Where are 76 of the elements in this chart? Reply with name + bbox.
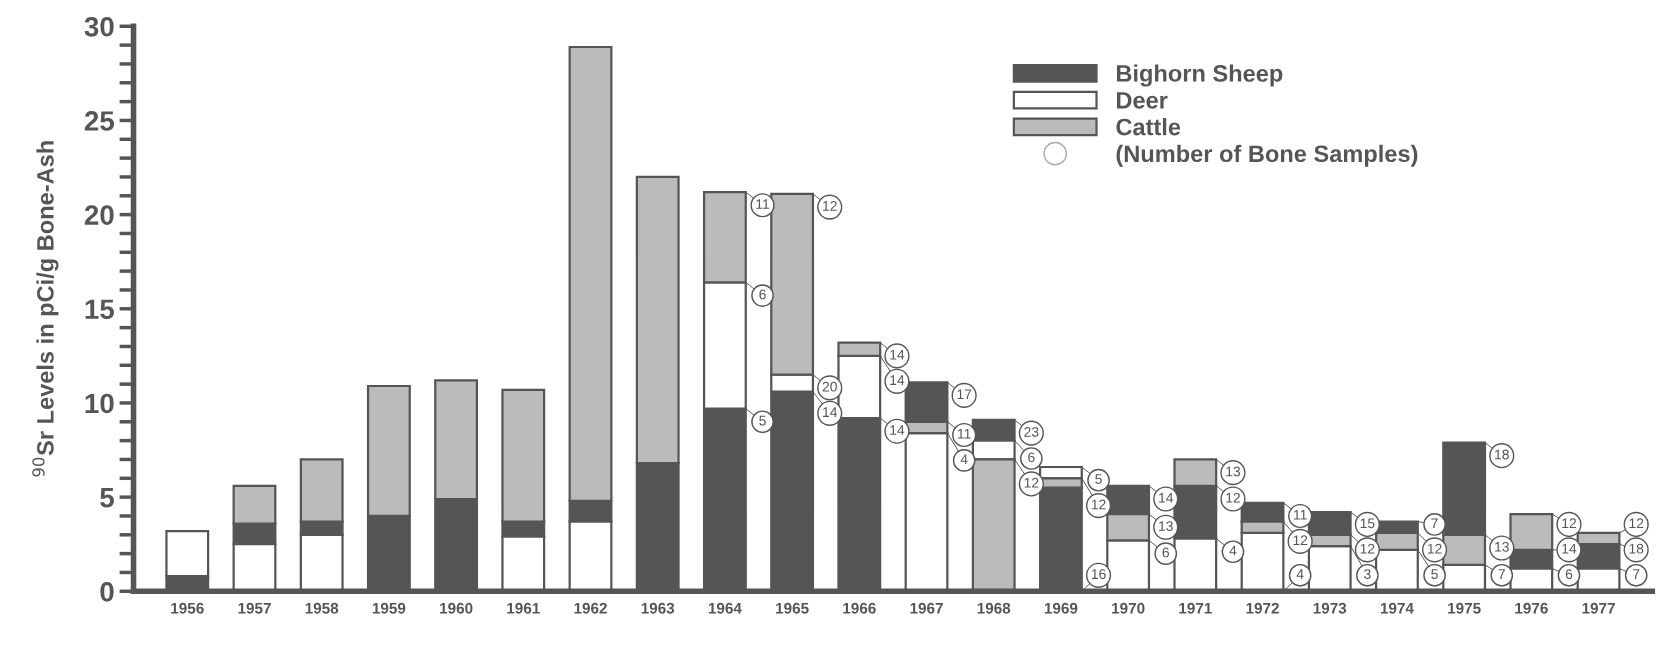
annotation: (Number of Bone Samples) <box>1116 144 1418 167</box>
annotation: 12 <box>1293 535 1308 545</box>
annotation: 17 <box>957 389 972 400</box>
annotation: 15 <box>1360 518 1375 529</box>
y-tick-label: 25 <box>84 111 114 131</box>
y-tick-label: 5 <box>100 488 114 508</box>
annotation: 14 <box>890 425 905 435</box>
x-tick-label: 1968 <box>977 602 1011 614</box>
annotation: 11 <box>1294 510 1307 520</box>
x-tick-label: 1971 <box>1179 602 1212 614</box>
annotation: 14 <box>890 375 905 385</box>
x-tick-label: 1960 <box>440 602 473 614</box>
x-tick-label: 1974 <box>1380 602 1414 614</box>
annotation: 6 <box>759 289 766 300</box>
annotation: 13 <box>1159 521 1173 531</box>
x-tick-label: 1967 <box>910 602 943 614</box>
annotation: 14 <box>823 407 838 417</box>
annotation: 5 <box>759 415 766 426</box>
annotation: 4 <box>960 454 968 464</box>
annotation: 6 <box>1565 569 1573 580</box>
x-tick-label: 1956 <box>171 602 204 614</box>
annotation: 20 <box>822 381 837 392</box>
x-tick-label: 1959 <box>372 602 406 614</box>
annotation: 18 <box>1629 543 1644 554</box>
annotation: 6 <box>1028 452 1035 463</box>
y-tick-label: 10 <box>85 393 114 414</box>
x-tick-label: 1964 <box>708 602 742 614</box>
legend-label: Cattle <box>1116 118 1181 136</box>
x-tick-label: 1958 <box>305 602 339 614</box>
x-tick-label: 1961 <box>507 602 540 614</box>
annotation: 5 <box>1095 474 1102 484</box>
annotation: 6 <box>1162 547 1170 558</box>
x-tick-label: 1977 <box>1582 602 1615 614</box>
annotation: 14 <box>1562 543 1577 554</box>
x-tick-label: 1975 <box>1448 602 1481 614</box>
y-tick-label: 15 <box>85 299 114 320</box>
x-tick-label: 1972 <box>1246 602 1279 614</box>
annotation: 16 <box>1091 569 1106 580</box>
annotation: 11 <box>756 199 770 209</box>
annotation: 12 <box>1024 477 1039 488</box>
annotation: 7 <box>1431 518 1438 529</box>
x-tick-label: 1965 <box>776 602 809 614</box>
y-axis-title: $^{90}$Sr Levels in pCi/g Bone-Ash <box>32 141 59 477</box>
annotation: 4 <box>1229 545 1237 556</box>
legend-label: Bighorn Sheep <box>1116 64 1283 87</box>
y-tick-label: 0 <box>100 581 114 602</box>
x-tick-label: 1969 <box>1044 602 1078 614</box>
annotation: 12 <box>1562 518 1577 529</box>
annotation: 12 <box>1427 543 1442 554</box>
annotation: 5 <box>1431 569 1438 580</box>
annotation: 12 <box>823 200 837 211</box>
annotation: 14 <box>1159 493 1174 503</box>
x-tick-label: 1962 <box>574 602 607 614</box>
x-tick-label: 1973 <box>1313 602 1347 614</box>
annotation: 12 <box>1226 492 1240 503</box>
annotation: 18 <box>1495 449 1509 460</box>
y-tick-label: 30 <box>84 16 114 37</box>
annotation: 7 <box>1498 569 1505 579</box>
annotation: 12 <box>1360 543 1375 554</box>
x-tick-label: 1966 <box>843 602 876 614</box>
annotation: 13 <box>1226 466 1241 477</box>
annotation: 13 <box>1495 541 1509 552</box>
annotation: 23 <box>1024 426 1039 437</box>
annotation: 11 <box>958 429 971 439</box>
annotation: 4 <box>1296 569 1304 579</box>
annotation: 3 <box>1364 569 1371 580</box>
annotation: 12 <box>1629 518 1644 529</box>
x-tick-label: 1963 <box>641 602 675 614</box>
x-tick-label: 1970 <box>1112 602 1145 614</box>
y-tick-label: 20 <box>84 205 114 225</box>
x-tick-label: 1976 <box>1515 602 1548 614</box>
annotation: 12 <box>1091 499 1106 510</box>
annotation: 14 <box>890 349 905 360</box>
annotation: 7 <box>1633 569 1640 579</box>
x-tick-label: 1957 <box>238 602 271 614</box>
legend-label: Deer <box>1116 92 1168 109</box>
